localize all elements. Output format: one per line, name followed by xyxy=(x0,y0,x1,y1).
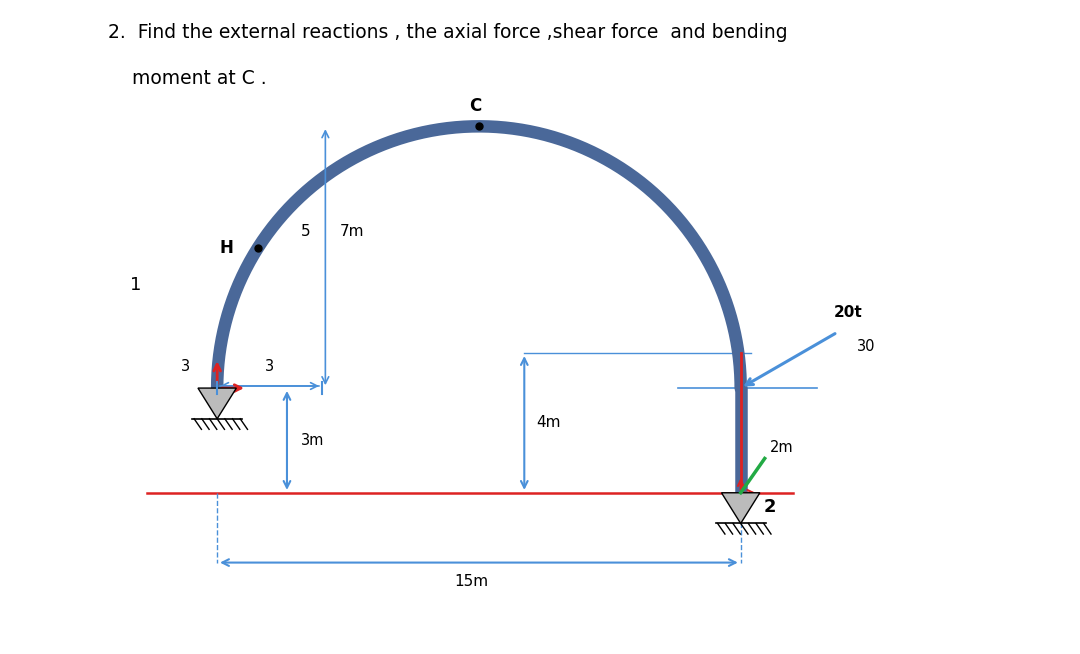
Text: 3: 3 xyxy=(265,358,274,373)
Text: 1: 1 xyxy=(130,277,141,294)
Text: 3m: 3m xyxy=(301,433,324,448)
Text: 2m: 2m xyxy=(770,440,794,455)
Text: 15m: 15m xyxy=(455,574,488,589)
Text: moment at C .: moment at C . xyxy=(108,69,267,88)
Text: 4m: 4m xyxy=(537,415,561,430)
Polygon shape xyxy=(198,388,237,419)
Text: 7m: 7m xyxy=(339,224,364,239)
Text: 3: 3 xyxy=(181,358,190,373)
Text: 30: 30 xyxy=(856,339,875,354)
Text: 2: 2 xyxy=(764,498,775,516)
Text: 20t: 20t xyxy=(834,305,863,320)
Text: 2.  Find the external reactions , the axial force ,shear force  and bending: 2. Find the external reactions , the axi… xyxy=(108,23,787,42)
Text: H: H xyxy=(219,239,233,257)
Polygon shape xyxy=(721,492,760,523)
Text: C: C xyxy=(470,97,482,114)
Text: 5: 5 xyxy=(301,224,311,239)
